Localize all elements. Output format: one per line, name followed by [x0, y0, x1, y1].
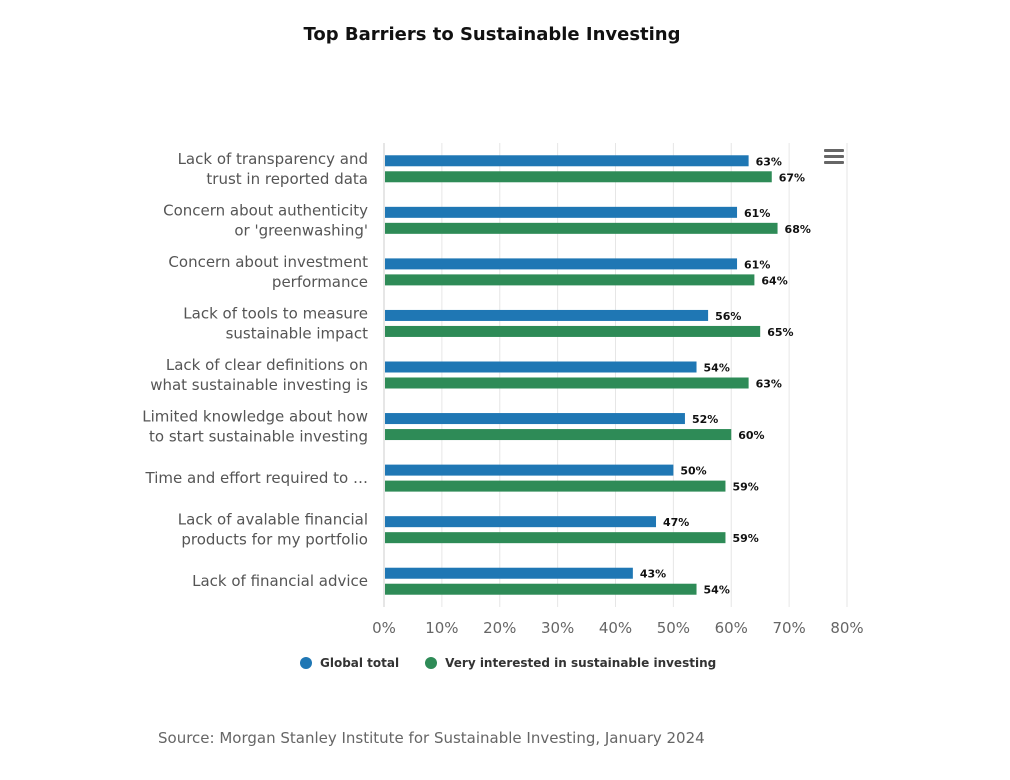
- legend-marker-global-total: [300, 657, 312, 669]
- x-tick-label: 70%: [772, 619, 805, 637]
- x-tick-label: 80%: [830, 619, 863, 637]
- data-label: 61%: [744, 258, 770, 271]
- bar: [385, 567, 633, 579]
- data-label: 50%: [680, 465, 706, 478]
- category-label: Limited knowledge about how: [142, 408, 368, 426]
- data-label: 63%: [756, 155, 782, 168]
- bar: [385, 258, 738, 270]
- bar: [385, 222, 778, 234]
- bar: [385, 516, 657, 528]
- category-label: what sustainable investing is: [150, 376, 368, 394]
- bar: [385, 532, 726, 544]
- x-tick-label: 30%: [541, 619, 574, 637]
- bar: [385, 325, 761, 337]
- category-label: or 'greenwashing': [234, 221, 368, 239]
- bar: [385, 206, 738, 218]
- category-label: Lack of avalable financial: [178, 511, 368, 529]
- x-tick-label: 50%: [657, 619, 690, 637]
- data-label: 56%: [715, 310, 741, 323]
- bar: [385, 480, 726, 492]
- x-tick-label: 20%: [483, 619, 516, 637]
- data-label: 54%: [704, 584, 730, 597]
- bar: [385, 171, 772, 183]
- data-label: 59%: [732, 532, 758, 545]
- legend: Global total Very interested in sustaina…: [300, 656, 716, 670]
- category-label: trust in reported data: [206, 170, 368, 188]
- data-label: 47%: [663, 516, 689, 529]
- bar: [385, 155, 749, 167]
- x-tick-label: 40%: [599, 619, 632, 637]
- bar: [385, 309, 709, 321]
- legend-item-very-interested[interactable]: Very interested in sustainable investing: [425, 656, 716, 670]
- bar: [385, 274, 755, 286]
- category-label: to start sustainable investing: [149, 428, 368, 446]
- data-label: 61%: [744, 207, 770, 220]
- bar: [385, 429, 732, 441]
- bar: [385, 377, 749, 389]
- category-label: Lack of clear definitions on: [166, 356, 368, 374]
- category-label: performance: [272, 273, 368, 291]
- data-label: 67%: [779, 171, 805, 184]
- category-label: products for my portfolio: [181, 531, 368, 549]
- bar: [385, 413, 685, 425]
- category-label: Time and effort required to …: [145, 469, 368, 487]
- category-label: Concern about investment: [168, 253, 368, 271]
- data-label: 43%: [640, 568, 666, 581]
- bar: [385, 464, 674, 476]
- data-label: 63%: [756, 378, 782, 391]
- chart-title: Top Barriers to Sustainable Investing: [303, 24, 681, 45]
- bar: [385, 361, 697, 373]
- x-tick-label: 60%: [715, 619, 748, 637]
- category-label: Lack of transparency and: [178, 150, 368, 168]
- data-label: 68%: [785, 223, 811, 236]
- bar: [385, 583, 697, 595]
- data-label: 64%: [761, 274, 787, 287]
- data-label: 59%: [732, 481, 758, 494]
- data-label: 60%: [738, 429, 764, 442]
- source-note: Source: Morgan Stanley Institute for Sus…: [158, 729, 705, 747]
- category-label: Lack of financial advice: [192, 572, 368, 590]
- x-tick-label: 0%: [372, 619, 396, 637]
- legend-marker-very-interested: [425, 657, 438, 669]
- x-tick-label: 10%: [425, 619, 458, 637]
- data-label: 52%: [692, 413, 718, 426]
- hamburger-menu-icon[interactable]: [824, 149, 844, 165]
- legend-label-very-interested: Very interested in sustainable investing: [445, 656, 717, 670]
- data-label: 54%: [704, 362, 730, 375]
- data-label: 65%: [767, 326, 793, 339]
- category-label: Concern about authenticity: [163, 201, 368, 219]
- category-label: Lack of tools to measure: [183, 304, 368, 322]
- legend-label-global-total: Global total: [320, 656, 400, 670]
- category-label: sustainable impact: [226, 324, 369, 342]
- legend-item-global-total[interactable]: Global total: [300, 656, 399, 670]
